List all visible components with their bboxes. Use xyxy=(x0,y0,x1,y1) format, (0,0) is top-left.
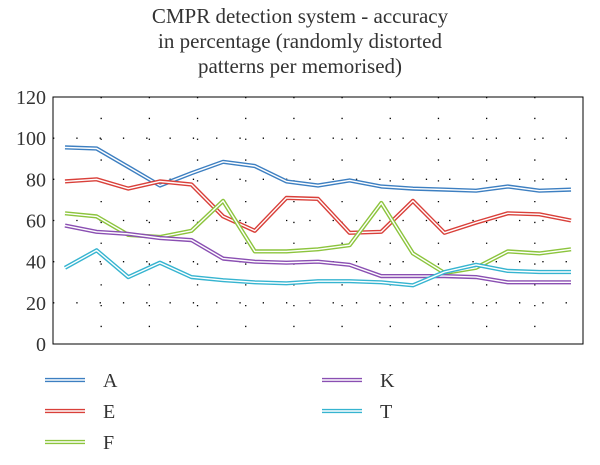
y-axis-ticks: 0 20 40 60 80 100 120 xyxy=(16,87,46,356)
series-lines xyxy=(63,145,572,288)
chart-title-line: in percentage (randomly distorted xyxy=(158,29,442,53)
y-tick-label: 60 xyxy=(26,211,46,233)
chart-title-line: CMPR detection system - accuracy xyxy=(152,4,449,28)
series-line-inner-t xyxy=(64,249,571,286)
series-line-k xyxy=(64,223,571,285)
y-tick-label: 80 xyxy=(26,169,46,191)
legend-label-t: T xyxy=(380,401,392,423)
series-line-inner-e xyxy=(64,178,572,234)
grid xyxy=(53,97,583,344)
legend-label-k: K xyxy=(380,370,395,392)
y-tick-label: 40 xyxy=(26,252,46,274)
y-tick-label: 120 xyxy=(16,87,46,109)
legend-label-e: E xyxy=(103,401,115,423)
y-tick-label: 0 xyxy=(36,334,46,356)
legend: AEF KT xyxy=(45,370,395,454)
legend-label-a: A xyxy=(103,370,118,392)
y-tick-label: 100 xyxy=(16,128,46,150)
legend-label-f: F xyxy=(103,432,114,454)
chart-title-line: patterns per memorised) xyxy=(198,54,402,78)
plot-frame xyxy=(52,96,584,345)
series-line-inner-a xyxy=(64,146,572,192)
y-tick-label: 20 xyxy=(26,293,46,315)
series-line-inner-k xyxy=(64,224,571,283)
